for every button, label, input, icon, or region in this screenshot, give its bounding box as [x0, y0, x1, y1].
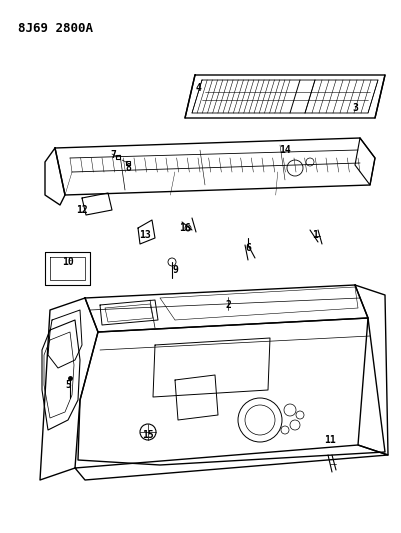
Text: 13: 13	[139, 230, 151, 240]
Text: 1: 1	[312, 230, 318, 240]
Text: 11: 11	[324, 435, 336, 445]
Text: 3: 3	[352, 103, 358, 113]
Text: 8: 8	[125, 163, 131, 173]
Text: 14: 14	[279, 145, 291, 155]
Text: 16: 16	[179, 223, 191, 233]
Text: 12: 12	[76, 205, 88, 215]
Text: 10: 10	[62, 257, 74, 267]
Text: 8J69 2800A: 8J69 2800A	[18, 22, 93, 35]
Text: 2: 2	[225, 300, 231, 310]
Text: 7: 7	[110, 150, 116, 160]
Text: 9: 9	[172, 265, 178, 275]
Text: 5: 5	[65, 380, 71, 390]
Text: 6: 6	[245, 243, 251, 253]
Text: 15: 15	[142, 430, 154, 440]
Text: 4: 4	[195, 83, 201, 93]
